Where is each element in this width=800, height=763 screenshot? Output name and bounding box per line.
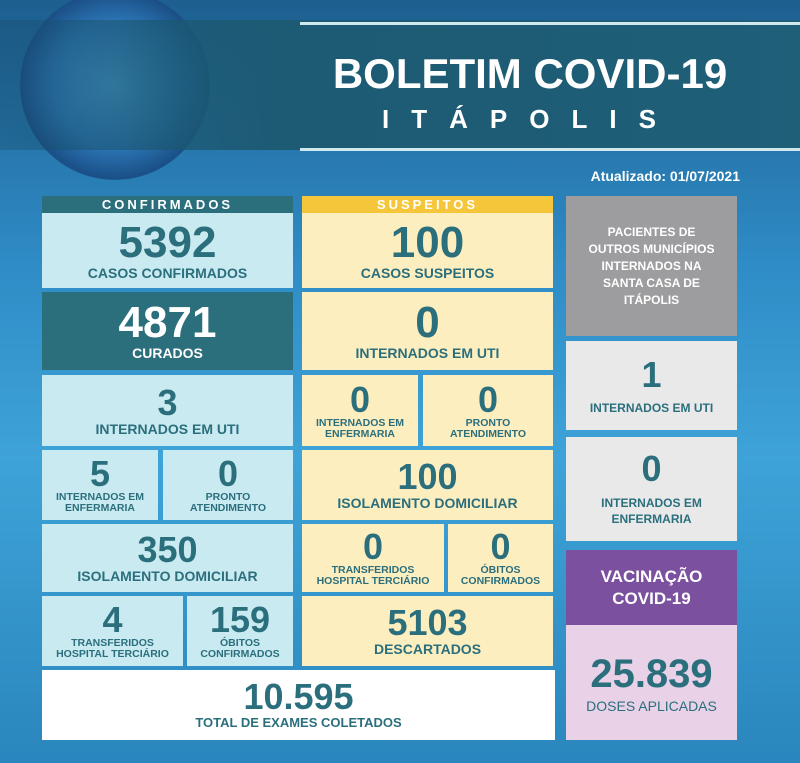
value: 0	[349, 378, 371, 420]
value: 159	[209, 599, 271, 640]
suspeitos-pronto-card: 0 PRONTO ATENDIMENTO	[423, 375, 553, 446]
label: TOTAL DE EXAMES COLETADOS	[195, 715, 402, 730]
curados-card: 4871 CURADOS	[42, 292, 293, 370]
label: DOSES APLICADAS	[586, 697, 717, 714]
divider	[300, 22, 800, 25]
value: 4871	[118, 298, 217, 347]
label: TRANSFERIDOS HOSPITAL TERCIÁRIO	[316, 564, 430, 587]
suspeitos-header: SUSPEITOS	[302, 196, 553, 213]
title-banner	[0, 20, 800, 150]
page-title: BOLETIM COVID-19	[332, 50, 728, 97]
label: ÓBITOS CONFIRMADOS	[460, 564, 541, 587]
label: PRONTO ATENDIMENTO	[189, 491, 267, 514]
value: 3	[157, 381, 178, 423]
label: INTERNADOS EM ENFERMARIA	[601, 496, 702, 526]
value: 0	[415, 298, 440, 347]
suspeitos-isolamento-card: 100 ISOLAMENTO DOMICILIAR	[302, 450, 553, 520]
label: INTERNADOS EM UTI	[95, 420, 240, 437]
label: DESCARTADOS	[373, 641, 482, 657]
confirmados-transferidos-card: 4 TRANSFERIDOS HOSPITAL TERCIÁRIO	[42, 596, 183, 666]
value: 0	[490, 526, 511, 567]
value: 5103	[387, 602, 468, 643]
total-exames-card: 10.595 TOTAL DE EXAMES COLETADOS	[42, 670, 555, 740]
suspeitos-enfermaria-card: 0 INTERNADOS EM ENFERMARIA	[302, 375, 418, 446]
suspeitos-uti-card: 0 INTERNADOS EM UTI	[302, 292, 553, 370]
value: 4	[102, 599, 123, 640]
value: 100	[390, 217, 465, 267]
descartados-card: 5103 DESCARTADOS	[302, 596, 553, 666]
outros-uti-card: 1 INTERNADOS EM UTI	[566, 341, 737, 430]
value: 0	[362, 526, 384, 567]
value: 5	[89, 453, 111, 494]
vacinacao-card: 25.839 DOSES APLICADAS	[566, 625, 737, 740]
value: 5392	[118, 217, 217, 267]
confirmados-uti-card: 3 INTERNADOS EM UTI	[42, 375, 293, 446]
vacinacao-header: VACINAÇÃO COVID-19	[566, 550, 737, 625]
updated-date: Atualizado: 01/07/2021	[590, 168, 740, 184]
suspeitos-obitos-card: 0 ÓBITOS CONFIRMADOS	[448, 524, 553, 592]
confirmados-pronto-card: 0 PRONTO ATENDIMENTO	[163, 450, 293, 520]
city-name: ITÁPOLIS	[382, 104, 678, 134]
casos-confirmados-card: 5392 CASOS CONFIRMADOS	[42, 213, 293, 288]
label: ÓBITOS CONFIRMADOS	[200, 637, 280, 660]
label: CASOS CONFIRMADOS	[87, 264, 248, 281]
divider	[300, 148, 800, 151]
outros-enfermaria-card: 0 INTERNADOS EM ENFERMARIA	[566, 437, 737, 541]
label: ISOLAMENTO DOMICILIAR	[77, 568, 258, 584]
casos-suspeitos-card: 100 CASOS SUSPEITOS	[302, 213, 553, 288]
value: 10.595	[243, 676, 354, 717]
value: 0	[477, 378, 499, 420]
label: CURADOS	[132, 345, 203, 361]
label: ISOLAMENTO DOMICILIAR	[337, 495, 518, 511]
confirmados-obitos-card: 159 ÓBITOS CONFIRMADOS	[187, 596, 293, 666]
confirmados-isolamento-card: 350 ISOLAMENTO DOMICILIAR	[42, 524, 293, 592]
value: 100	[397, 456, 458, 497]
suspeitos-transferidos-card: 0 TRANSFERIDOS HOSPITAL TERCIÁRIO	[302, 524, 444, 592]
label: INTERNADOS EM ENFERMARIA	[55, 491, 145, 514]
label: INTERNADOS EM ENFERMARIA	[315, 416, 405, 440]
label: CASOS SUSPEITOS	[360, 264, 495, 281]
label: INTERNADOS EM UTI	[589, 400, 714, 415]
value: 0	[217, 453, 239, 494]
label: PRONTO ATENDIMENTO	[449, 416, 527, 440]
value: 25.839	[590, 651, 713, 696]
confirmados-enfermaria-card: 5 INTERNADOS EM ENFERMARIA	[42, 450, 158, 520]
label: TRANSFERIDOS HOSPITAL TERCIÁRIO	[56, 637, 169, 660]
value: 0	[641, 448, 662, 489]
value: 1	[641, 353, 662, 395]
label: INTERNADOS EM UTI	[355, 345, 500, 361]
outros-municipios-header: PACIENTES DE OUTROS MUNICÍPIOS INTERNADO…	[566, 196, 737, 336]
value: 350	[137, 529, 198, 570]
confirmados-header: CONFIRMADOS	[42, 196, 293, 213]
